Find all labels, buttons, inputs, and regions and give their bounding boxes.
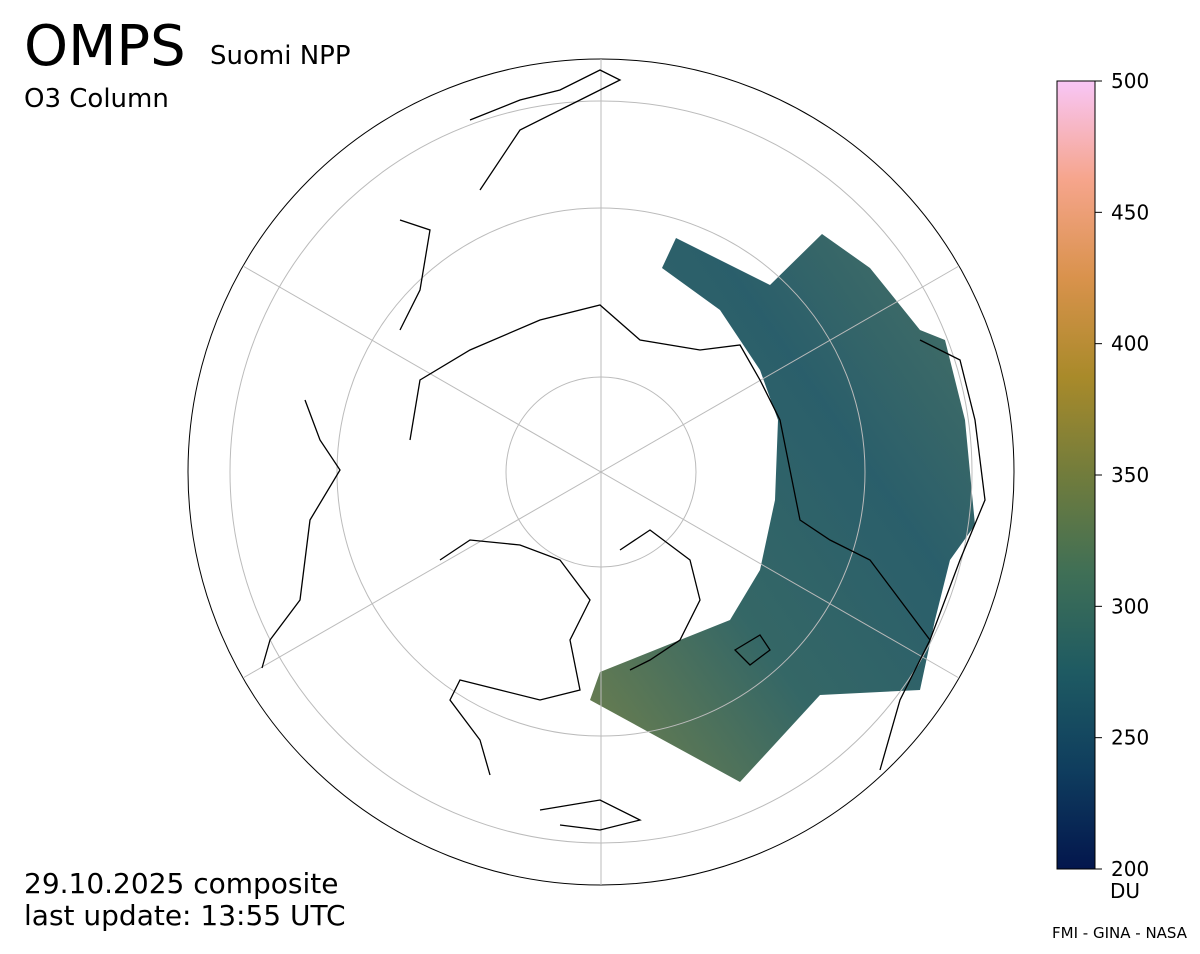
colorbar: DU 200 250 300 350 400 450 500	[1056, 69, 1149, 903]
date-text: 29.10.2025 composite	[24, 867, 339, 900]
product: O3 Column	[24, 84, 169, 114]
credit: FMI - GINA - NASA	[1052, 924, 1188, 942]
graticule	[229, 59, 973, 885]
colorbar-tick-label: 450	[1111, 200, 1149, 224]
colorbar-tick-label: 200	[1111, 857, 1149, 881]
colorbar-tick-label: 350	[1111, 463, 1149, 487]
update-text: last update: 13:55 UTC	[24, 899, 346, 932]
title: OMPS	[24, 14, 186, 79]
colorbar-unit: DU	[1110, 879, 1140, 903]
colorbar-tick-label: 500	[1111, 69, 1149, 93]
ozone-swath	[590, 234, 975, 782]
subtitle: Suomi NPP	[210, 41, 351, 71]
map	[187, 58, 1015, 886]
colorbar-tick-label: 400	[1111, 332, 1149, 356]
colorbar-tick-label: 250	[1111, 726, 1149, 750]
coastlines	[261, 69, 986, 831]
colorbar-tick-label: 300	[1111, 594, 1149, 618]
colorbar-scale	[1056, 80, 1096, 870]
